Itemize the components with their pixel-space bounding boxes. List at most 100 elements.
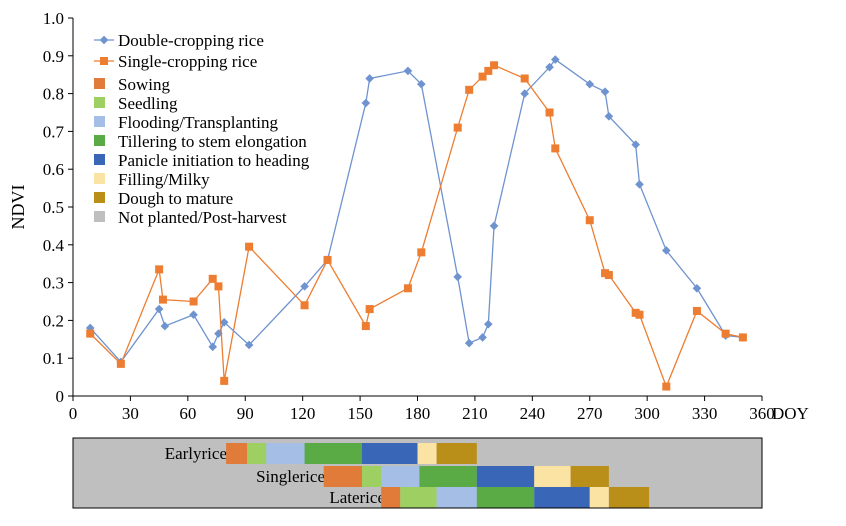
stage-bar [381, 487, 401, 508]
data-point [220, 376, 229, 385]
phenology-row-singlerice: Singlerice [256, 466, 609, 487]
x-axis-label: DOY [772, 404, 809, 423]
data-point [484, 66, 493, 75]
data-point [484, 319, 493, 329]
data-point [245, 242, 254, 251]
stage-bar [226, 443, 248, 464]
data-point [189, 297, 198, 306]
axes: 0 30 60 90 120 150 180 210 240 270 300 330 360 0 0.1 0.… [8, 9, 809, 423]
x-tick-label: 300 [634, 404, 660, 423]
x-tick-label: 180 [405, 404, 431, 423]
data-point [604, 111, 614, 121]
y-tick-label: 0.4 [43, 236, 65, 255]
data-point [417, 248, 426, 257]
data-point [323, 255, 332, 264]
data-point [403, 66, 413, 76]
x-tick-label: 90 [237, 404, 254, 423]
data-point [208, 342, 218, 352]
stage-bar [570, 466, 609, 487]
series-double-cropping-rice [85, 55, 748, 367]
data-point [86, 329, 95, 338]
y-tick-label: 0 [56, 387, 65, 406]
x-tick-label: 120 [290, 404, 316, 423]
data-point [158, 295, 167, 304]
data-point [219, 317, 229, 327]
stage-bar [534, 487, 590, 508]
data-point [662, 382, 671, 391]
data-point [551, 144, 560, 153]
stage-bar [400, 487, 437, 508]
data-point [661, 246, 671, 255]
data-point [600, 87, 610, 97]
data-point [465, 85, 474, 94]
y-tick-label: 1.0 [43, 9, 64, 28]
stage-bar [304, 443, 362, 464]
data-point [721, 329, 730, 338]
legend-swatch [94, 211, 105, 222]
stage-bar [534, 466, 571, 487]
x-tick-label: 60 [179, 404, 196, 423]
data-point [545, 108, 554, 117]
legend-swatch [94, 97, 105, 108]
data-point [520, 74, 529, 83]
y-tick-label: 0.5 [43, 198, 64, 217]
legend-label: Sowing [118, 75, 170, 94]
phenology-row-label: Singlerice [256, 467, 325, 486]
x-tick-label: 360 [749, 404, 775, 423]
legend-label: Not planted/Post-harvest [118, 208, 287, 227]
series-layer [85, 55, 748, 391]
data-point [361, 98, 371, 108]
phenology-row-earlyrice: Earlyrice [165, 443, 477, 464]
data-point [545, 62, 554, 72]
data-point [244, 340, 254, 350]
data-point [464, 338, 474, 348]
y-axis-label: NDVI [8, 185, 28, 230]
data-point [160, 321, 170, 331]
legend-label: Single-cropping rice [118, 52, 257, 71]
data-point [154, 304, 164, 314]
legend-label: Panicle initiation to heading [118, 151, 310, 170]
stage-bar [266, 443, 305, 464]
legend-swatch [94, 135, 105, 146]
legend-swatch [94, 116, 105, 127]
data-point [300, 282, 309, 291]
data-point [604, 271, 613, 280]
phenology-row-label: Laterice [329, 488, 385, 507]
phenology-row-laterice: Laterice [329, 487, 650, 508]
stage-bar [361, 466, 382, 487]
data-point [189, 310, 198, 320]
stage-bar [419, 466, 477, 487]
phenology-row-label: Earlyrice [165, 444, 227, 463]
x-tick-label: 330 [692, 404, 718, 423]
legend-swatch [94, 78, 105, 89]
y-tick-label: 0.1 [43, 349, 64, 368]
data-point [585, 216, 594, 225]
data-point [490, 61, 499, 70]
legend-swatch [94, 154, 105, 165]
data-point [585, 79, 595, 89]
y-tick-label: 0.7 [43, 122, 65, 141]
data-point [738, 333, 747, 342]
stage-bar [323, 466, 362, 487]
legend-swatch [94, 173, 105, 184]
phenology-border [72, 437, 763, 509]
data-point [403, 284, 412, 293]
stage-bar [417, 443, 437, 464]
data-point [361, 322, 370, 331]
data-point [365, 305, 374, 314]
y-tick-label: 0.8 [43, 85, 64, 104]
data-point [489, 221, 499, 231]
series-single-cropping-rice [86, 61, 747, 391]
x-tick-label: 270 [577, 404, 603, 423]
data-point [692, 306, 701, 315]
data-point [365, 74, 374, 83]
x-tick-label: 30 [122, 404, 139, 423]
stage-bar [436, 443, 477, 464]
legend: Double-cropping rice Single-cropping rice… [94, 31, 310, 227]
data-point [550, 55, 560, 64]
stage-bar [436, 487, 477, 508]
legend-label: Filling/Milky [118, 170, 210, 189]
stage-bar [247, 443, 267, 464]
